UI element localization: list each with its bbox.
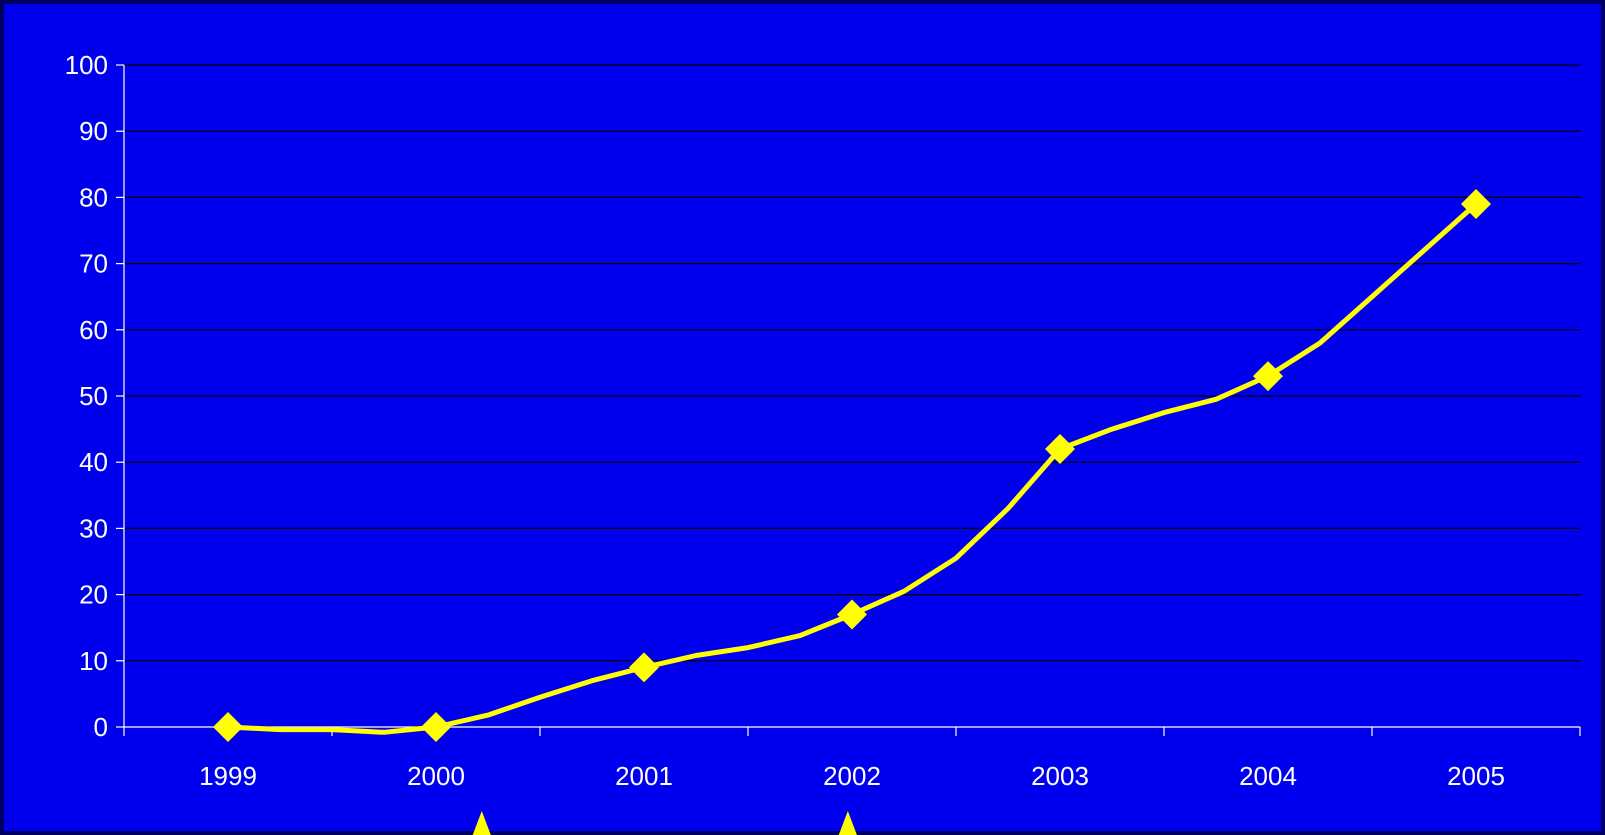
y-tick-label: 0 xyxy=(94,712,108,742)
y-tick-label: 50 xyxy=(79,381,108,411)
gridlines xyxy=(124,64,1580,662)
y-tick-label: 80 xyxy=(79,182,108,212)
annotation-triangle-1 xyxy=(472,811,491,835)
x-tick-label: 2000 xyxy=(407,761,465,791)
series-1 xyxy=(213,189,1491,742)
y-tick-label: 100 xyxy=(65,50,108,80)
y-tick-label: 30 xyxy=(79,513,108,543)
x-tick-label: 2005 xyxy=(1447,761,1505,791)
data-point-2003 xyxy=(1045,433,1075,464)
y-tick-label: 10 xyxy=(79,646,108,676)
y-axis-tick-labels: 0 10 20 30 40 50 60 70 80 90 100 xyxy=(65,50,108,742)
axes xyxy=(116,64,1581,736)
y-tick-label: 20 xyxy=(79,580,108,610)
x-tick-label: 2003 xyxy=(1031,761,1089,791)
data-point-2005 xyxy=(1461,189,1491,220)
x-axis-tick-labels: 1999 2000 2001 2002 2003 2004 2005 xyxy=(199,761,1505,791)
annotations xyxy=(472,811,857,835)
x-tick-label: 2001 xyxy=(615,761,673,791)
y-tick-label: 60 xyxy=(79,315,108,345)
x-tick-label: 2002 xyxy=(823,761,881,791)
y-tick-label: 40 xyxy=(79,447,108,477)
data-point-2000 xyxy=(421,712,451,742)
data-point-2004 xyxy=(1253,361,1283,392)
data-point-2002 xyxy=(837,599,867,630)
data-point-1999 xyxy=(213,712,243,742)
y-tick-label: 70 xyxy=(79,249,108,279)
annotation-triangle-2 xyxy=(838,811,857,835)
data-point-2001 xyxy=(629,652,659,683)
x-tick-label: 2004 xyxy=(1239,761,1297,791)
x-tick-label: 1999 xyxy=(199,761,257,791)
y-tick-label: 90 xyxy=(79,116,108,146)
